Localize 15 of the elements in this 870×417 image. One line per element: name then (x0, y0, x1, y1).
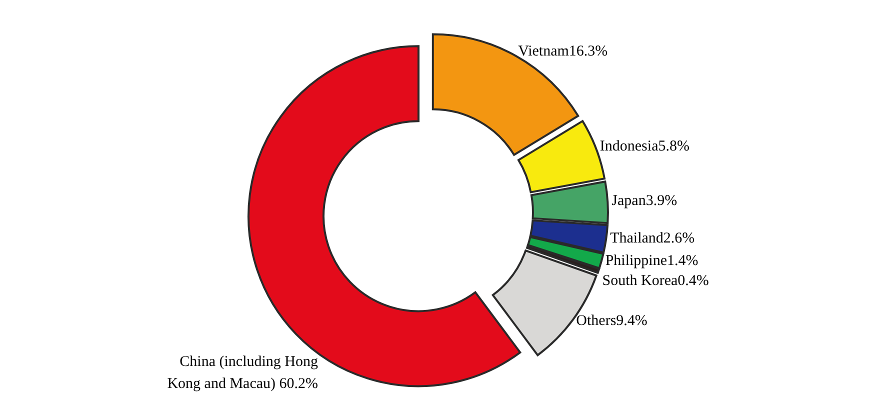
slice-label: South Korea (602, 274, 678, 290)
slice-label: Others (576, 314, 616, 330)
data-label: 2.6% (663, 230, 695, 247)
slice-label: Thailand (610, 230, 664, 247)
data-label: 9.4% (616, 314, 648, 330)
slice-label: Vietnam (518, 44, 570, 60)
slice-label: Philippine (605, 254, 668, 270)
data-label: 16.3% (568, 44, 608, 60)
slice-label: Indonesia (600, 138, 659, 155)
slice-label: Japan (612, 193, 646, 210)
data-label: 5.8% (658, 138, 690, 155)
slice-label: China (including Hong Kong and Macau) 60.2% (167, 354, 318, 392)
data-label: 3.9% (646, 193, 678, 210)
data-label: 0.4% (678, 274, 709, 290)
data-label: 1.4% (666, 254, 698, 270)
